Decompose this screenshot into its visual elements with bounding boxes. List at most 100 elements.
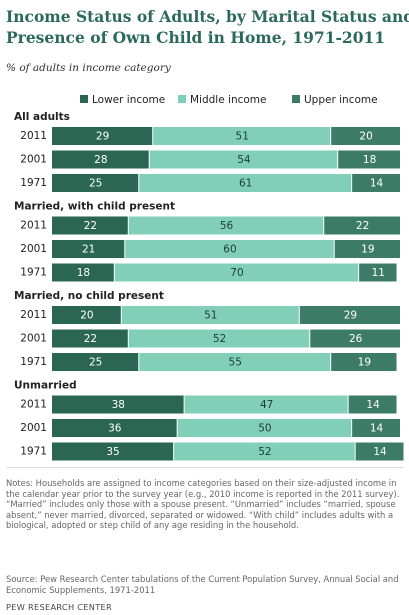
y-tick-label: 1971 [20, 267, 47, 279]
value-label: 21 [82, 244, 95, 256]
value-label: 38 [112, 399, 125, 411]
bar-segment [359, 263, 397, 282]
y-tick-label: 2011 [20, 220, 47, 232]
bar-segment [352, 419, 400, 437]
bar-segment [348, 395, 397, 414]
bar-segment [52, 353, 139, 371]
group-label: All adults [14, 111, 70, 123]
value-label: 22 [356, 220, 369, 232]
y-tick-label: 2001 [20, 422, 47, 434]
bar-segment [52, 395, 184, 414]
bar-segment [125, 240, 334, 258]
bar-segment [52, 442, 174, 461]
y-tick-label: 2001 [20, 154, 47, 166]
bar-segment [52, 306, 121, 324]
value-label: 18 [363, 154, 376, 166]
bar-segment [352, 174, 400, 192]
value-label: 51 [204, 310, 217, 322]
value-label: 11 [372, 267, 385, 279]
bar-segment [177, 419, 352, 437]
legend-label: Upper income [304, 94, 378, 106]
value-label: 19 [358, 357, 371, 369]
value-label: 29 [96, 131, 109, 143]
notes: Notes: Households are assigned to income… [6, 478, 400, 531]
bar-segment [52, 216, 128, 235]
value-label: 28 [94, 154, 107, 166]
legend-label: Lower income [92, 94, 165, 106]
bar-segment [355, 442, 404, 461]
bar-segment [334, 240, 400, 258]
value-label: 50 [258, 423, 271, 435]
bar-segment [52, 127, 153, 145]
value-label: 20 [359, 131, 372, 143]
value-label: 25 [89, 357, 102, 369]
value-label: 14 [366, 399, 380, 411]
value-label: 61 [239, 178, 252, 190]
bar-segment [184, 395, 348, 414]
y-tick-label: 2001 [20, 243, 47, 255]
y-tick-label: 2011 [20, 309, 47, 321]
legend-label: Middle income [190, 94, 266, 106]
y-tick-label: 2001 [20, 333, 47, 345]
legend-swatch [178, 95, 186, 103]
value-label: 25 [89, 178, 102, 190]
bar-segment [331, 127, 400, 145]
y-tick-label: 1971 [20, 446, 47, 458]
value-label: 52 [258, 446, 271, 458]
bar-segment [153, 127, 331, 145]
legend-swatch [292, 95, 300, 103]
y-tick-label: 2011 [20, 399, 47, 411]
value-label: 47 [260, 399, 273, 411]
value-label: 51 [236, 131, 249, 143]
chart-title: Income Status of Adults, by Marital Stat… [6, 6, 409, 48]
bar-segment [52, 263, 114, 282]
bar-segment [121, 306, 299, 324]
value-label: 19 [361, 244, 374, 256]
value-label: 14 [370, 423, 384, 435]
bar-segment [299, 306, 400, 324]
bar-segment [114, 263, 359, 282]
bar-segment [139, 174, 352, 192]
bar-segment [52, 419, 177, 437]
bar-segment [324, 216, 400, 235]
bar-segment [338, 150, 400, 169]
bar-segment [52, 240, 125, 258]
legend-swatch [80, 95, 88, 103]
title-line: Income Status of Adults, by Marital Stat… [6, 7, 409, 26]
bar-segment [52, 174, 139, 192]
y-tick-label: 1971 [20, 177, 47, 189]
value-label: 70 [230, 267, 243, 279]
value-label: 35 [106, 446, 119, 458]
value-label: 22 [84, 220, 97, 232]
value-label: 60 [223, 244, 236, 256]
bar-segment [139, 353, 331, 371]
bar-segment [52, 329, 128, 348]
group-label: Unmarried [14, 380, 77, 392]
bar-segment [128, 329, 310, 348]
value-label: 29 [344, 310, 357, 322]
source: Source: Pew Research Center tabulations … [6, 574, 399, 595]
value-label: 22 [84, 333, 97, 345]
value-label: 14 [370, 178, 384, 190]
value-label: 54 [237, 154, 251, 166]
value-label: 36 [108, 423, 122, 435]
bar-segment [331, 353, 397, 371]
subtitle: % of adults in income category [6, 62, 171, 74]
group-label: Married, with child present [14, 201, 175, 213]
y-tick-label: 1971 [20, 356, 47, 368]
value-label: 18 [77, 267, 90, 279]
y-tick-label: 2011 [20, 130, 47, 142]
value-label: 56 [220, 220, 234, 232]
value-label: 26 [349, 333, 363, 345]
title-line: Presence of Own Child in Home, 1971-2011 [6, 28, 386, 47]
value-label: 20 [80, 310, 93, 322]
value-label: 14 [373, 446, 387, 458]
value-label: 52 [213, 333, 226, 345]
value-label: 55 [229, 357, 242, 369]
chart: Lower income Middle income Upper income All… [6, 94, 404, 468]
bar-segment [52, 150, 149, 169]
brand: PEW RESEARCH CENTER [6, 602, 112, 612]
bar-segment [149, 150, 338, 169]
bar-segment [128, 216, 324, 235]
